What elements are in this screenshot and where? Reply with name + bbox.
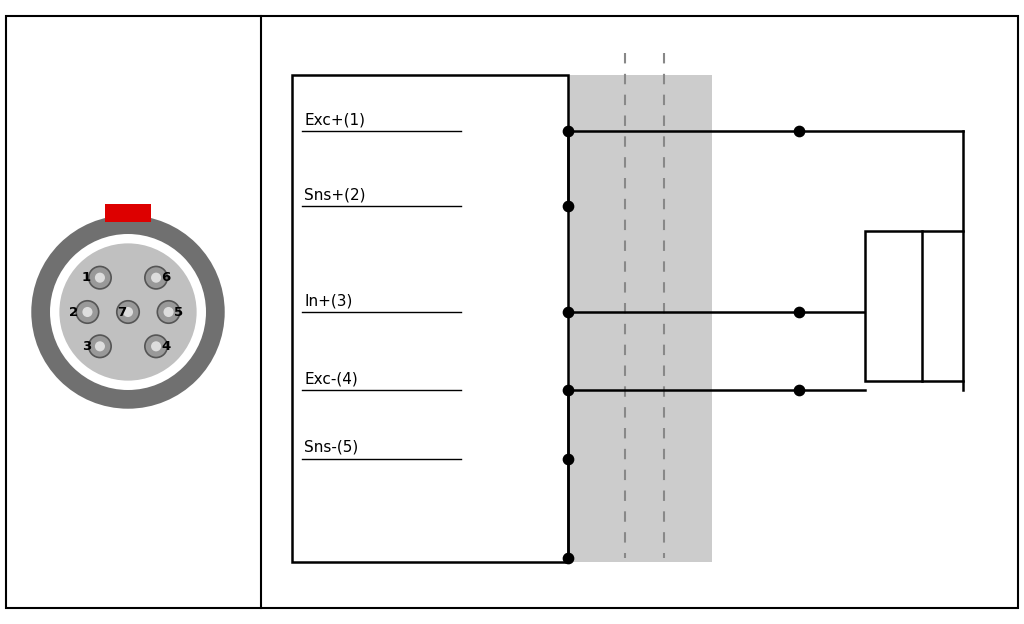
Text: 7: 7 <box>117 306 126 318</box>
Text: 4: 4 <box>162 340 171 353</box>
Point <box>791 385 807 395</box>
Point <box>560 126 577 136</box>
Text: Sns+(2): Sns+(2) <box>304 187 366 202</box>
Point <box>560 385 577 395</box>
Circle shape <box>50 234 206 390</box>
Bar <box>865 231 922 381</box>
Text: 6: 6 <box>162 271 171 284</box>
Point <box>791 126 807 136</box>
Point <box>560 553 577 563</box>
Circle shape <box>89 335 112 358</box>
Circle shape <box>82 307 92 317</box>
Text: Exc+(1): Exc+(1) <box>304 112 366 127</box>
Circle shape <box>123 307 133 317</box>
Circle shape <box>59 243 197 381</box>
Circle shape <box>95 341 105 351</box>
Point <box>560 201 577 211</box>
Circle shape <box>76 301 98 323</box>
Text: 3: 3 <box>82 340 91 353</box>
Circle shape <box>158 301 180 323</box>
Text: In+(3): In+(3) <box>304 293 352 308</box>
Circle shape <box>32 215 224 409</box>
Circle shape <box>117 301 139 323</box>
Circle shape <box>144 266 167 289</box>
Circle shape <box>89 266 112 289</box>
Point <box>560 307 577 317</box>
Circle shape <box>164 307 174 317</box>
Bar <box>105 204 151 222</box>
Text: Exc-(4): Exc-(4) <box>304 371 357 386</box>
Circle shape <box>151 273 161 283</box>
Text: 5: 5 <box>174 306 183 318</box>
Text: 2: 2 <box>70 306 78 318</box>
Text: 1: 1 <box>82 271 91 284</box>
Bar <box>292 75 568 562</box>
Point <box>560 454 577 464</box>
Circle shape <box>151 341 161 351</box>
Bar <box>568 75 712 562</box>
Circle shape <box>95 273 105 283</box>
Point <box>791 307 807 317</box>
Circle shape <box>144 335 167 358</box>
Text: Sns-(5): Sns-(5) <box>304 440 358 455</box>
